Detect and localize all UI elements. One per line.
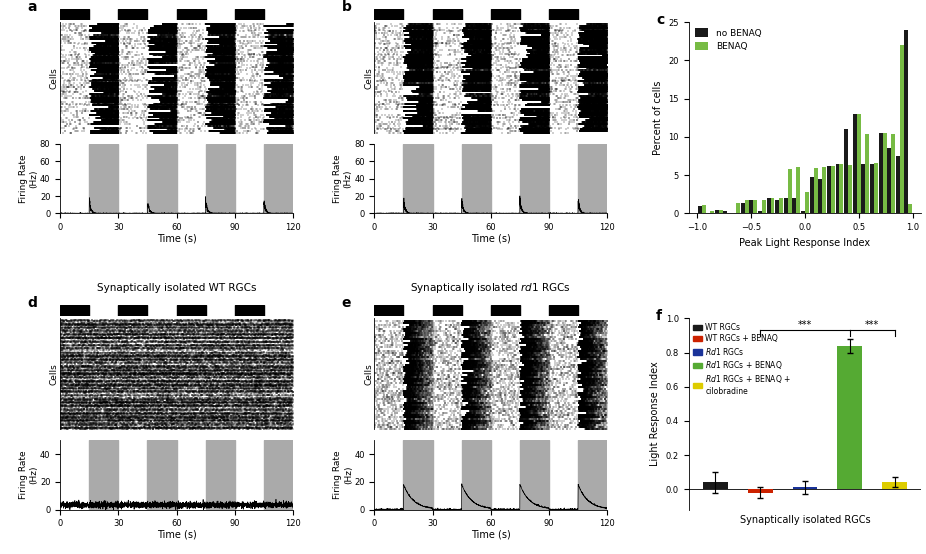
Bar xyxy=(519,144,549,213)
Bar xyxy=(809,177,814,213)
Bar xyxy=(882,133,886,213)
Bar xyxy=(783,198,788,213)
Text: ***: *** xyxy=(798,320,812,330)
Bar xyxy=(835,165,840,213)
Bar xyxy=(831,166,835,213)
Bar xyxy=(788,169,792,213)
Bar xyxy=(710,211,714,213)
Bar xyxy=(264,440,293,510)
Bar xyxy=(793,198,796,213)
Bar xyxy=(887,148,891,213)
Y-axis label: Firing Rate
(Hz): Firing Rate (Hz) xyxy=(19,155,39,203)
Bar xyxy=(404,440,432,510)
Bar xyxy=(147,144,177,213)
Bar xyxy=(757,211,762,213)
X-axis label: Time (s): Time (s) xyxy=(471,530,510,540)
Bar xyxy=(703,483,728,489)
Bar xyxy=(702,205,706,213)
Bar xyxy=(861,165,865,213)
Bar xyxy=(822,167,826,213)
Text: a: a xyxy=(28,0,37,14)
Y-axis label: Firing Rate
(Hz): Firing Rate (Hz) xyxy=(333,155,353,203)
Legend: no BENAQ, BENAQ: no BENAQ, BENAQ xyxy=(694,27,763,53)
Y-axis label: Firing Rate
(Hz): Firing Rate (Hz) xyxy=(19,451,39,499)
Bar xyxy=(840,165,844,213)
Y-axis label: Cells: Cells xyxy=(50,363,59,385)
Bar xyxy=(697,206,702,213)
X-axis label: Peak Light Response Index: Peak Light Response Index xyxy=(740,238,870,248)
Bar xyxy=(770,198,774,213)
Bar xyxy=(845,129,848,213)
Bar xyxy=(206,144,235,213)
Text: c: c xyxy=(656,13,664,27)
Bar xyxy=(404,144,432,213)
Bar xyxy=(891,134,895,213)
X-axis label: Time (s): Time (s) xyxy=(471,233,510,243)
Bar xyxy=(749,201,753,213)
Bar xyxy=(715,209,719,213)
Text: d: d xyxy=(28,296,37,310)
Bar xyxy=(748,489,772,493)
Bar xyxy=(775,199,779,213)
Bar xyxy=(879,133,882,213)
Bar xyxy=(882,483,907,489)
Bar xyxy=(796,167,800,213)
Y-axis label: Cells: Cells xyxy=(364,67,373,89)
X-axis label: Time (s): Time (s) xyxy=(156,233,196,243)
Bar xyxy=(578,440,607,510)
Bar xyxy=(805,192,809,213)
Bar xyxy=(736,203,740,213)
Bar xyxy=(900,45,904,213)
Bar xyxy=(801,211,805,213)
Bar xyxy=(819,179,822,213)
X-axis label: Synaptically isolated RGCs: Synaptically isolated RGCs xyxy=(740,515,870,525)
Bar xyxy=(89,440,119,510)
Legend: WT RGCs, WT RGCs + BENAQ, $\it{Rd1}$ RGCs, $\it{Rd1}$ RGCs + BENAQ, $\it{Rd1}$ R: WT RGCs, WT RGCs + BENAQ, $\it{Rd1}$ RGC… xyxy=(693,322,793,397)
Bar xyxy=(762,199,766,213)
Bar xyxy=(741,203,745,213)
Bar xyxy=(578,144,607,213)
Bar xyxy=(857,114,860,213)
Bar xyxy=(895,156,900,213)
Title: Synaptically isolated $\it{rd1}$ RGCs: Synaptically isolated $\it{rd1}$ RGCs xyxy=(410,281,571,295)
Bar xyxy=(837,346,862,489)
Bar xyxy=(814,168,818,213)
Bar xyxy=(719,209,723,213)
Y-axis label: Cells: Cells xyxy=(364,363,373,385)
Y-axis label: Cells: Cells xyxy=(50,67,59,89)
Bar xyxy=(147,440,177,510)
Bar xyxy=(793,488,818,489)
Bar xyxy=(745,201,748,213)
Bar xyxy=(519,440,549,510)
Bar xyxy=(874,163,878,213)
Text: f: f xyxy=(656,309,662,323)
Y-axis label: Firing Rate
(Hz): Firing Rate (Hz) xyxy=(333,451,353,499)
Text: ***: *** xyxy=(865,320,880,330)
Bar xyxy=(908,204,912,213)
Bar xyxy=(905,30,908,213)
Title: Synaptically isolated WT RGCs: Synaptically isolated WT RGCs xyxy=(97,283,257,293)
Bar xyxy=(462,440,491,510)
Y-axis label: Light Response Index: Light Response Index xyxy=(650,362,660,466)
X-axis label: Time (s): Time (s) xyxy=(156,530,196,540)
Bar xyxy=(264,144,293,213)
Bar xyxy=(767,198,770,213)
Bar xyxy=(723,211,728,213)
Text: b: b xyxy=(342,0,352,14)
Bar xyxy=(827,166,831,213)
Y-axis label: Percent of cells: Percent of cells xyxy=(653,80,663,155)
Bar xyxy=(206,440,235,510)
Bar xyxy=(89,144,119,213)
Bar xyxy=(865,134,870,213)
Text: e: e xyxy=(342,296,351,310)
Bar xyxy=(753,201,757,213)
Bar xyxy=(848,165,852,213)
Bar xyxy=(870,163,874,213)
Bar xyxy=(779,198,783,213)
Bar xyxy=(462,144,491,213)
Bar xyxy=(853,114,857,213)
